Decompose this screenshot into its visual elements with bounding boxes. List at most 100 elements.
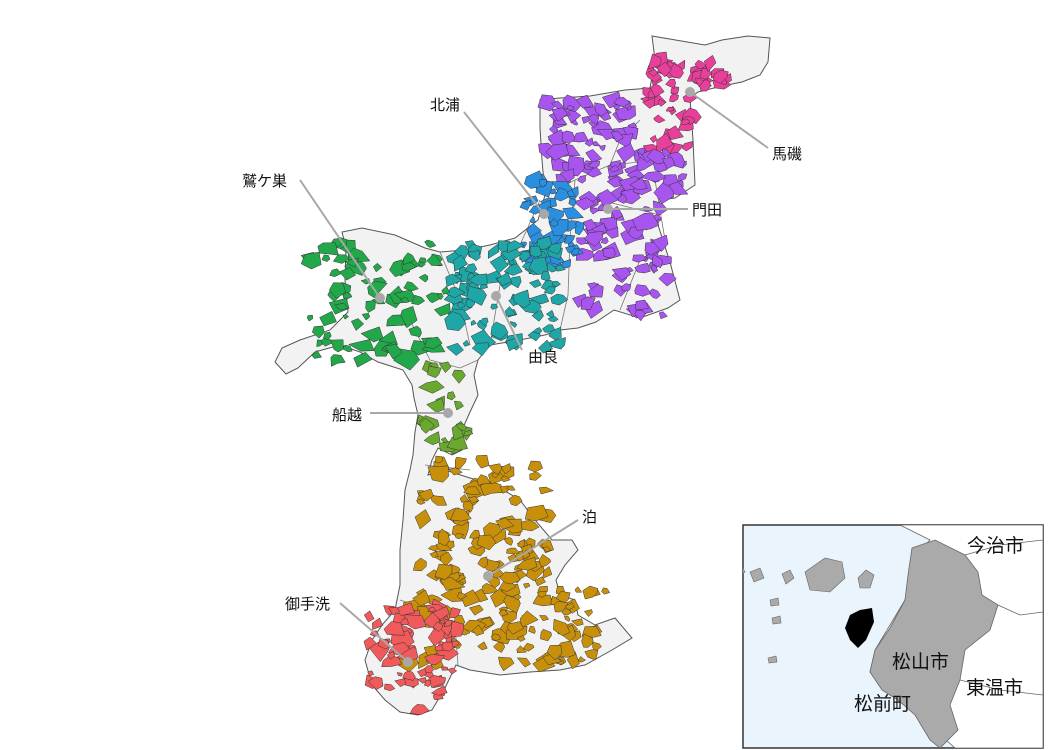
district-label: 馬磯 xyxy=(772,145,802,163)
parcel-patch xyxy=(512,289,531,309)
parcel-patch xyxy=(677,173,688,182)
parcel-patch xyxy=(646,148,668,165)
parcel-patch xyxy=(506,621,524,635)
parcel-patch xyxy=(561,130,576,145)
parcel-patch xyxy=(488,463,503,475)
parcel-patch xyxy=(449,607,461,619)
parcel-patch xyxy=(306,314,313,322)
parcel-patch xyxy=(360,326,384,343)
parcel-patch xyxy=(328,282,346,299)
parcel-patch xyxy=(566,104,575,111)
parcel-patch xyxy=(587,160,600,169)
parcel-patch xyxy=(658,273,677,287)
leader-dot xyxy=(491,291,501,301)
parcel-patch xyxy=(440,577,466,591)
parcel-patch xyxy=(537,94,558,112)
parcel-patch xyxy=(367,670,375,677)
parcel-patch xyxy=(503,263,523,276)
parcel-patch xyxy=(490,303,499,310)
parcel-patch xyxy=(427,465,449,483)
parcel-patch xyxy=(427,366,442,378)
parcel-patch xyxy=(423,679,432,687)
parcel-patch xyxy=(538,339,554,354)
parcel-patch xyxy=(445,636,452,643)
parcel-patch xyxy=(330,339,344,353)
parcel-patch xyxy=(584,137,594,147)
parcel-patch xyxy=(549,337,566,350)
parcel-patch xyxy=(453,254,468,272)
parcel-patch xyxy=(548,326,562,341)
parcel-patch xyxy=(396,672,403,677)
island-outline xyxy=(274,35,771,716)
parcel-patch xyxy=(429,551,439,558)
parcel-patch xyxy=(319,310,337,327)
parcel-patch xyxy=(570,248,580,256)
parcel-patch xyxy=(606,176,625,188)
parcel-patch xyxy=(329,268,342,277)
parcel-patch xyxy=(581,633,594,648)
district-label: 由良 xyxy=(528,348,558,366)
parcel-patch xyxy=(616,142,636,163)
parcel-patch xyxy=(622,126,639,140)
parcel-patch xyxy=(508,494,523,507)
parcel-patch xyxy=(430,685,448,696)
parcel-patch xyxy=(342,344,353,353)
parcel-patch xyxy=(657,98,667,107)
parcel-patch xyxy=(540,628,552,642)
inset-label-masaki: 松前町 xyxy=(854,693,911,715)
parcel-patch xyxy=(561,608,572,616)
parcel-patch xyxy=(516,557,538,571)
parcel-patch xyxy=(479,317,489,327)
parcel-patch xyxy=(610,130,624,143)
parcel-patch xyxy=(332,254,350,264)
parcel-patch xyxy=(634,284,652,297)
parcel-patch xyxy=(487,243,500,259)
leader-dot xyxy=(685,87,695,97)
parcel-patch xyxy=(424,336,443,349)
parcel-patch xyxy=(493,641,505,653)
parcel-patch xyxy=(588,284,604,298)
parcel-patch xyxy=(540,270,551,282)
parcel-patch xyxy=(377,638,390,650)
parcel-patch xyxy=(547,316,559,322)
parcel-patch xyxy=(527,460,543,473)
parcel-patch xyxy=(445,273,463,287)
parcel-patch xyxy=(538,553,551,568)
parcel-patch xyxy=(500,248,523,263)
parcel-patch xyxy=(531,309,544,322)
parcel-patch xyxy=(342,292,353,300)
parcel-patch xyxy=(602,247,616,259)
parcel-patch xyxy=(581,626,602,638)
parcel-patch xyxy=(592,641,602,652)
inset-matsuyama xyxy=(869,539,999,748)
parcel-patch xyxy=(441,285,450,295)
parcel-patch xyxy=(649,134,658,144)
parcel-patch xyxy=(632,254,647,263)
parcel-patch xyxy=(323,331,332,340)
parcel-patch xyxy=(428,675,446,689)
parcel-patch xyxy=(403,281,419,292)
parcel-patch xyxy=(488,468,507,485)
parcel-patch xyxy=(599,144,606,152)
parcel-patch xyxy=(681,141,693,152)
parcel-patch xyxy=(582,585,599,600)
parcel-patch xyxy=(640,171,667,183)
label-kitaura: 北浦 xyxy=(430,96,549,219)
parcel-patch xyxy=(542,324,556,333)
parcel-patch xyxy=(587,114,600,126)
parcel-patch xyxy=(634,262,651,274)
parcel-patch xyxy=(665,106,675,112)
parcel-patch xyxy=(575,94,595,109)
parcel-patch xyxy=(433,302,451,317)
parcel-patch xyxy=(529,245,543,258)
parcel-patch xyxy=(621,283,632,292)
parcel-patch xyxy=(412,557,427,572)
parcel-patch xyxy=(571,618,584,627)
parcel-patch xyxy=(399,618,409,626)
parcel-patch xyxy=(408,325,422,338)
parcel-patch xyxy=(479,480,503,497)
parcel-patch xyxy=(363,610,375,623)
parcel-patch xyxy=(466,285,487,306)
parcel-patch xyxy=(446,435,468,451)
leader-line xyxy=(339,602,409,663)
